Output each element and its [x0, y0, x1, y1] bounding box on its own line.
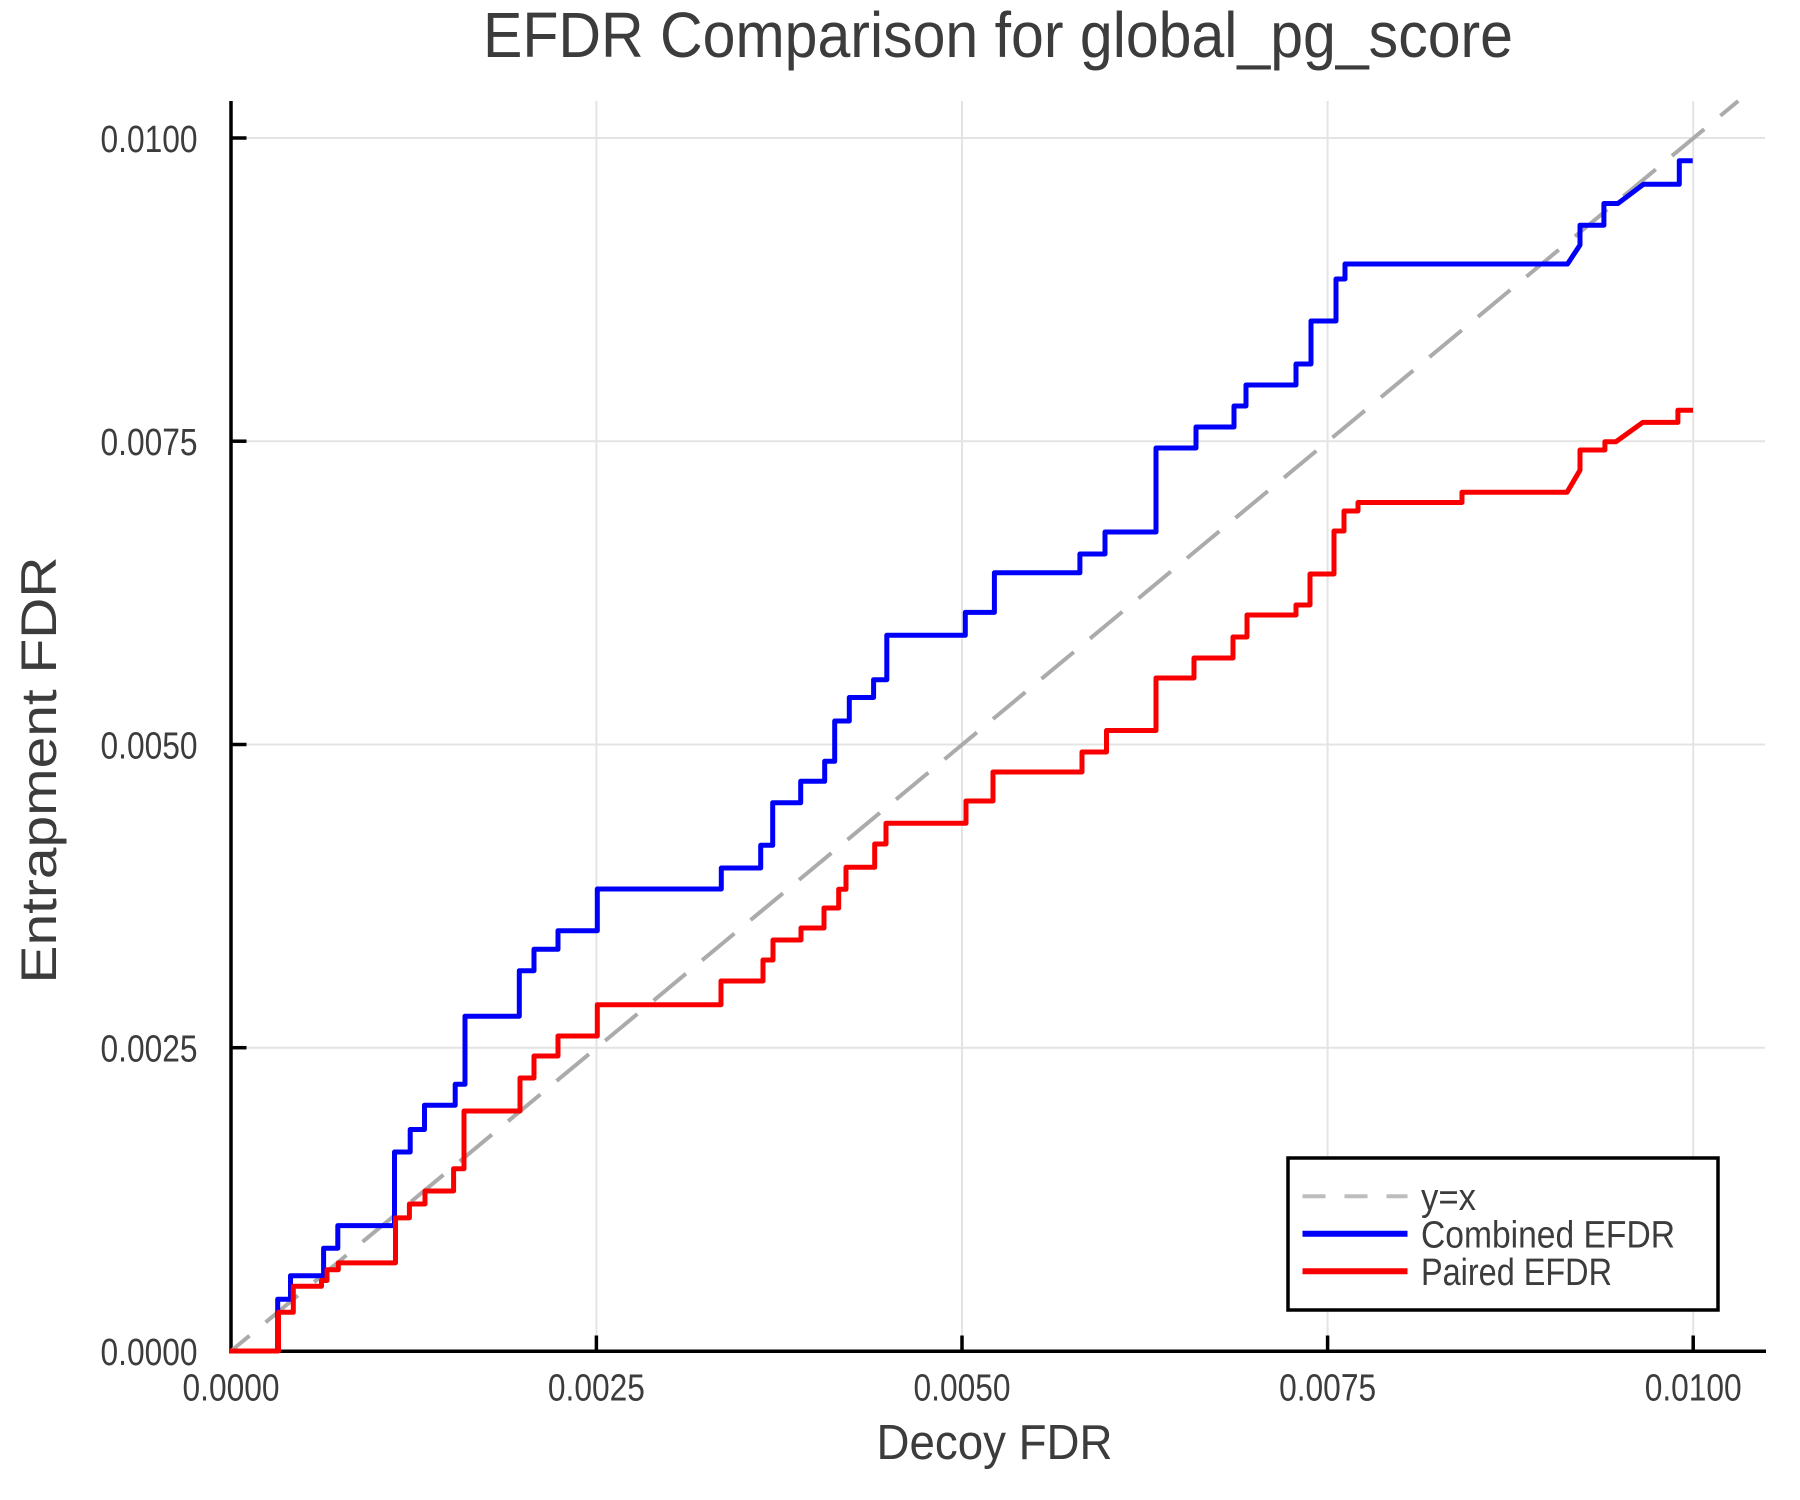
svg-text:Entrapment FDR: Entrapment FDR [11, 557, 67, 984]
svg-text:Decoy FDR: Decoy FDR [877, 1416, 1113, 1470]
svg-text:0.0100: 0.0100 [1645, 1368, 1742, 1410]
svg-text:Combined EFDR: Combined EFDR [1421, 1215, 1675, 1257]
svg-text:0.0000: 0.0000 [101, 1332, 198, 1374]
svg-text:0.0100: 0.0100 [101, 119, 198, 161]
svg-text:0.0000: 0.0000 [183, 1368, 280, 1410]
svg-text:0.0025: 0.0025 [548, 1368, 645, 1410]
svg-text:0.0050: 0.0050 [101, 726, 198, 768]
svg-text:y=x: y=x [1421, 1177, 1476, 1219]
svg-text:EFDR Comparison for global_pg_: EFDR Comparison for global_pg_score [483, 0, 1513, 71]
svg-text:0.0075: 0.0075 [1279, 1368, 1376, 1410]
svg-text:0.0075: 0.0075 [101, 422, 198, 464]
svg-text:0.0025: 0.0025 [101, 1029, 198, 1071]
svg-text:0.0050: 0.0050 [914, 1368, 1011, 1410]
svg-text:Paired EFDR: Paired EFDR [1421, 1252, 1612, 1294]
